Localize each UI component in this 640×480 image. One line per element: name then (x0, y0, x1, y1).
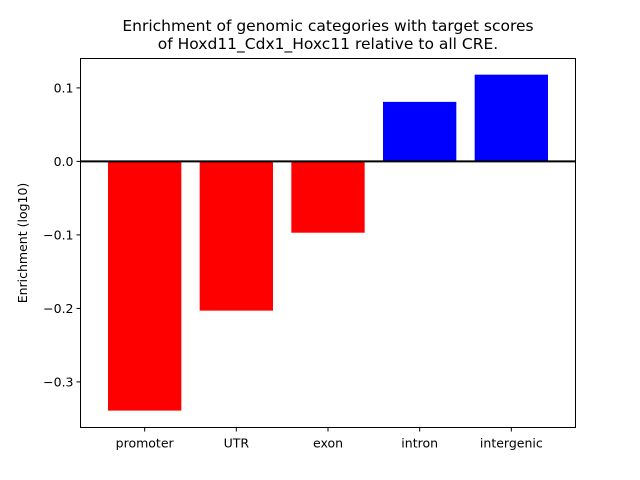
y-tick-label: 0.1 (54, 80, 74, 95)
x-tick-label-exon: exon (313, 436, 343, 451)
x-tick-label-promoter: promoter (116, 436, 175, 451)
x-tick-label-UTR: UTR (224, 436, 250, 451)
y-axis-label: Enrichment (log10) (15, 183, 30, 304)
bar-intergenic (474, 74, 548, 162)
x-tick-label-intergenic: intergenic (480, 436, 543, 451)
x-tick-label-intron: intron (401, 436, 438, 451)
bar-UTR (199, 161, 273, 311)
y-tick-label: 0.0 (54, 154, 74, 169)
bars-group (108, 74, 548, 411)
bar-promoter (108, 161, 182, 411)
chart-title-line-2: of Hoxd11_Cdx1_Hoxc11 relative to all CR… (158, 35, 498, 54)
bar-exon (291, 161, 365, 233)
bar-intron (383, 101, 457, 162)
y-tick-label: −0.2 (43, 301, 73, 316)
plot-frame (80, 58, 576, 428)
y-axis-ticks: 0.1 0.0 −0.1 −0.2 −0.3 (43, 80, 81, 389)
x-axis-ticks: promoter UTR exon intron intergenic (116, 427, 543, 451)
y-tick-label: −0.1 (43, 227, 73, 242)
y-tick-label: −0.3 (43, 374, 73, 389)
chart-title-line-1: Enrichment of genomic categories with ta… (122, 17, 533, 35)
